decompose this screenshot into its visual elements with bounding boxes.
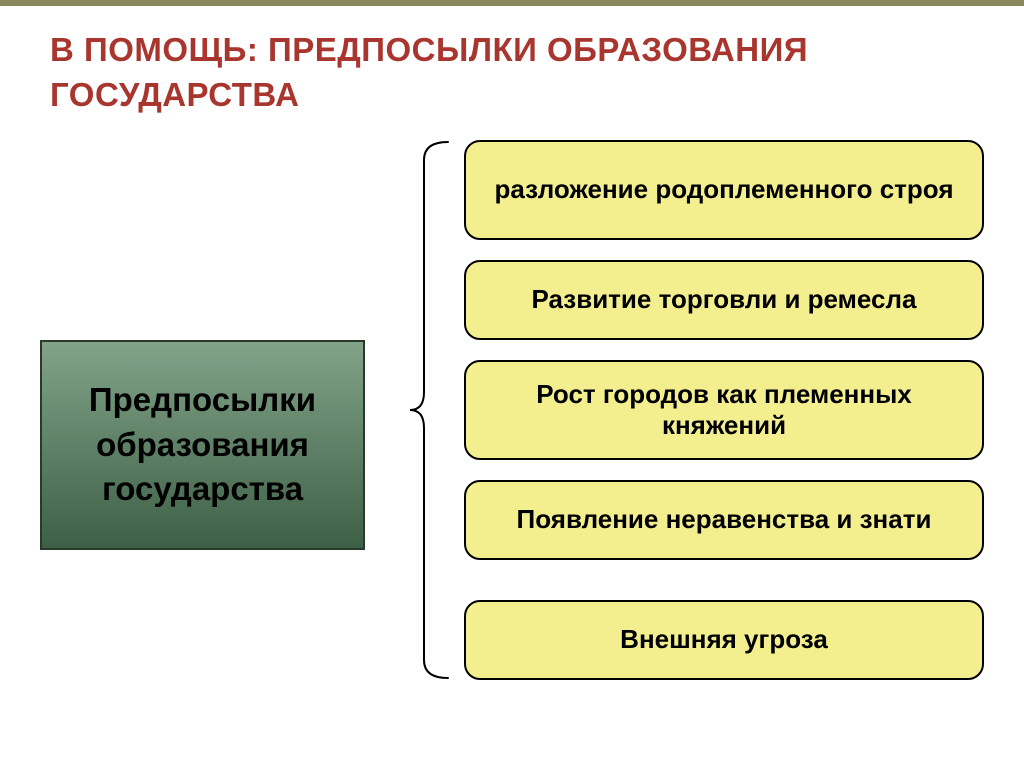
leaf-label: Внешняя угроза (620, 624, 828, 655)
leaf-label: Развитие торговли и ремесла (532, 284, 917, 315)
leaf-node: Развитие торговли и ремесла (464, 260, 984, 340)
diagram-area: Предпосылки образования государства разл… (40, 140, 984, 727)
leaf-label: Появление неравенства и знати (517, 504, 932, 535)
leaf-node: Внешняя угроза (464, 600, 984, 680)
leaf-node: Появление неравенства и знати (464, 480, 984, 560)
leaf-node: Рост городов как племенных княжений (464, 360, 984, 460)
top-bar (0, 0, 1024, 6)
root-node: Предпосылки образования государства (40, 340, 365, 550)
brace-connector (380, 140, 450, 680)
leaf-node: разложение родоплеменного строя (464, 140, 984, 240)
leaf-label: Рост городов как племенных княжений (480, 379, 968, 441)
slide-title: В ПОМОЩЬ: ПРЕДПОСЫЛКИ ОБРАЗОВАНИЯ ГОСУДА… (50, 28, 984, 117)
root-node-label: Предпосылки образования государства (52, 378, 353, 512)
leaf-label: разложение родоплеменного строя (494, 174, 953, 205)
